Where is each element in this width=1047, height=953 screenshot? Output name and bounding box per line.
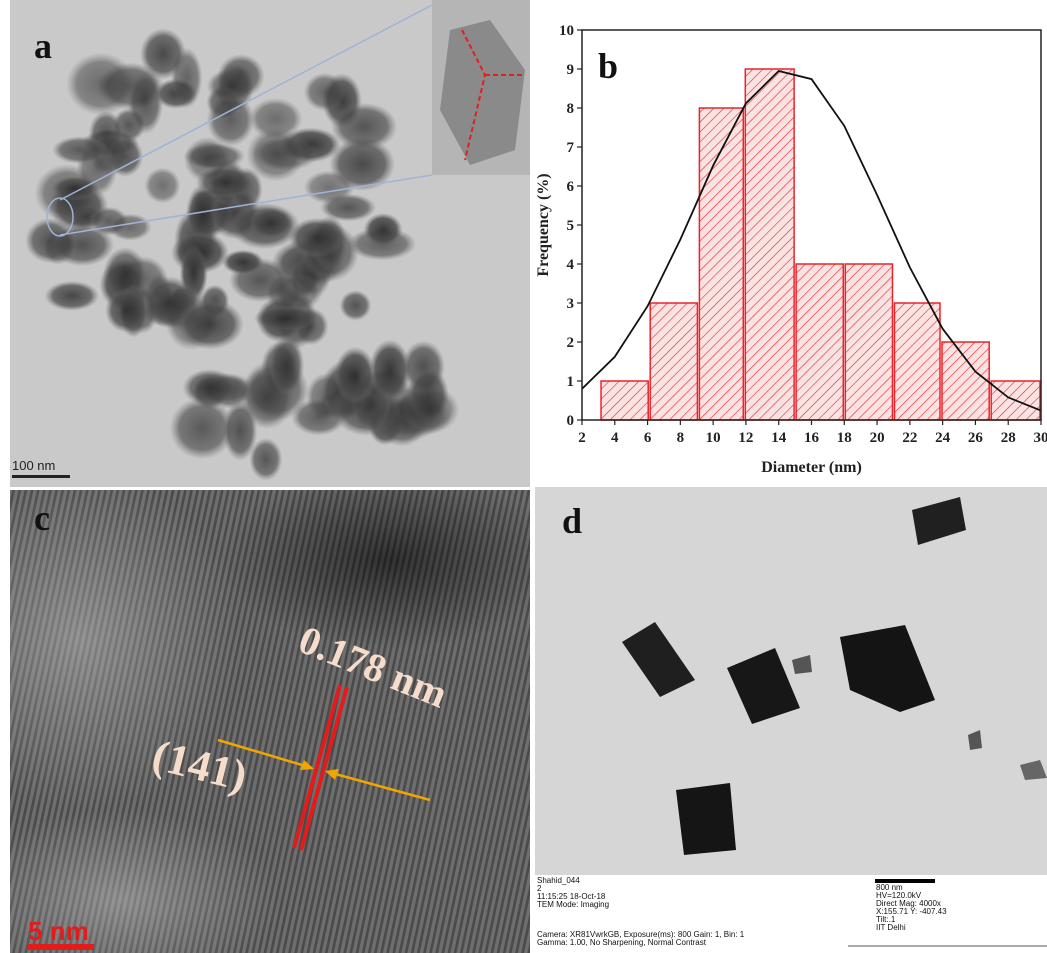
panel-c: (141) 0.178 nm 5 nm c [0,470,560,953]
info-line: Gamma: 1.00, No Sharpening, Normal Contr… [537,938,707,947]
x-tick-label: 28 [1001,430,1016,446]
particle [401,386,459,434]
x-tick-label: 20 [870,430,885,446]
panel-label: d [562,501,582,541]
particle [334,347,376,404]
x-tick-label: 30 [1034,430,1047,446]
info-line: Shahid_044 [537,876,580,885]
bar [745,69,794,420]
info-line: TEM Mode: Imaging [537,900,609,909]
scale-bar [12,475,70,478]
particle [50,224,114,266]
particle [128,71,163,134]
y-tick-label: 7 [567,140,575,156]
particle [223,400,257,460]
particle [105,288,147,332]
x-tick-label: 12 [738,430,753,446]
tem-background [535,487,1047,875]
x-tick-label: 8 [677,430,685,446]
particle [246,127,305,182]
bar [845,264,892,420]
page-body: {"chart_data": {"type": "histogram", "pa… [0,0,1047,953]
y-axis-label: Frequency (%) [535,173,552,276]
particle [184,137,231,183]
particle [52,136,107,163]
bar [894,303,940,420]
y-tick-label: 1 [567,374,575,390]
y-tick-label: 9 [567,62,575,78]
panel-label: b [598,46,618,86]
bar [650,303,697,420]
panel-label: c [34,498,50,538]
y-tick-label: 6 [567,179,575,195]
y-tick-label: 0 [567,413,575,429]
particle [45,281,99,311]
bar [796,264,843,420]
particle [304,73,346,111]
figure: 100 nm a 0123456789102468101214161820222… [0,0,1047,953]
y-tick-label: 2 [567,335,575,351]
x-tick-label: 24 [935,430,951,446]
particle [52,176,98,200]
x-tick-label: 18 [837,430,852,446]
particle [364,213,403,247]
particle [304,170,355,204]
dark-region [220,470,560,650]
x-tick-label: 10 [706,430,721,446]
y-tick-label: 10 [559,23,574,39]
scale-bar-label: 5 nm [28,916,89,946]
particle [249,207,294,238]
bar [942,342,989,420]
bar [601,381,648,420]
y-tick-label: 4 [567,257,575,273]
y-tick-label: 3 [567,296,575,312]
particle [331,103,397,150]
scale-bar [28,944,94,950]
bar [699,108,743,420]
histogram-chart: 01234567891024681012141618202224262830Di… [535,23,1047,476]
particle [66,53,135,116]
particle [340,290,372,321]
panel-label: a [34,26,52,66]
x-tick-label: 6 [644,430,652,446]
particle [108,214,152,241]
page: TEM figure html, body { margin: 0; paddi… [0,0,1047,953]
x-tick-label: 14 [771,430,787,446]
x-axis-label: Diameter (nm) [761,459,862,476]
particle [676,783,736,855]
y-tick-label: 8 [567,101,575,117]
x-tick-label: 2 [578,430,586,446]
x-tick-label: 22 [902,430,917,446]
y-tick-label: 5 [567,218,575,234]
info-line: IIT Delhi [876,923,906,932]
particle [254,306,319,331]
particle [177,299,244,350]
scale-bar-label: 100 nm [12,458,55,473]
x-tick-label: 4 [611,430,619,446]
particle [222,250,264,275]
x-tick-label: 16 [804,430,820,446]
particle [289,218,345,258]
particle [140,28,186,79]
particle [269,335,304,396]
panel-a: 100 nm a [10,0,530,487]
x-tick-label: 26 [968,430,984,446]
particle [144,167,180,203]
